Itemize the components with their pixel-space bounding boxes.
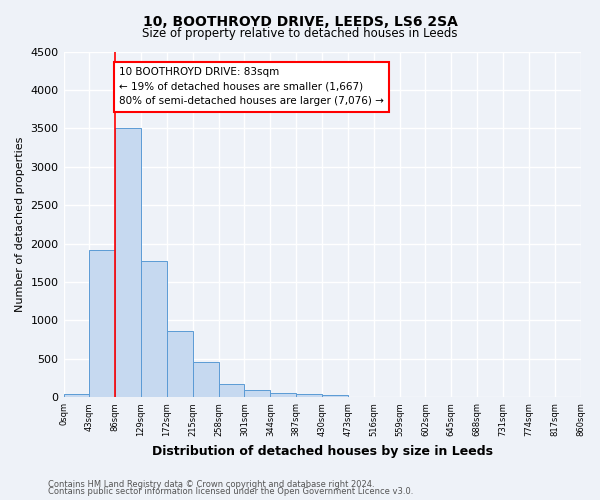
Text: 10, BOOTHROYD DRIVE, LEEDS, LS6 2SA: 10, BOOTHROYD DRIVE, LEEDS, LS6 2SA [143,15,457,29]
X-axis label: Distribution of detached houses by size in Leeds: Distribution of detached houses by size … [152,444,493,458]
Y-axis label: Number of detached properties: Number of detached properties [15,136,25,312]
Bar [244,390,271,398]
Bar [115,128,141,398]
Bar [322,395,348,398]
Bar [271,393,296,398]
Bar [141,260,167,398]
Text: Size of property relative to detached houses in Leeds: Size of property relative to detached ho… [142,28,458,40]
Bar [89,250,115,398]
Bar [296,394,322,398]
Text: 10 BOOTHROYD DRIVE: 83sqm
← 19% of detached houses are smaller (1,667)
80% of se: 10 BOOTHROYD DRIVE: 83sqm ← 19% of detac… [119,67,384,106]
Text: Contains public sector information licensed under the Open Government Licence v3: Contains public sector information licen… [48,487,413,496]
Bar [64,394,89,398]
Text: Contains HM Land Registry data © Crown copyright and database right 2024.: Contains HM Land Registry data © Crown c… [48,480,374,489]
Bar [167,331,193,398]
Bar [218,384,244,398]
Bar [193,362,218,398]
